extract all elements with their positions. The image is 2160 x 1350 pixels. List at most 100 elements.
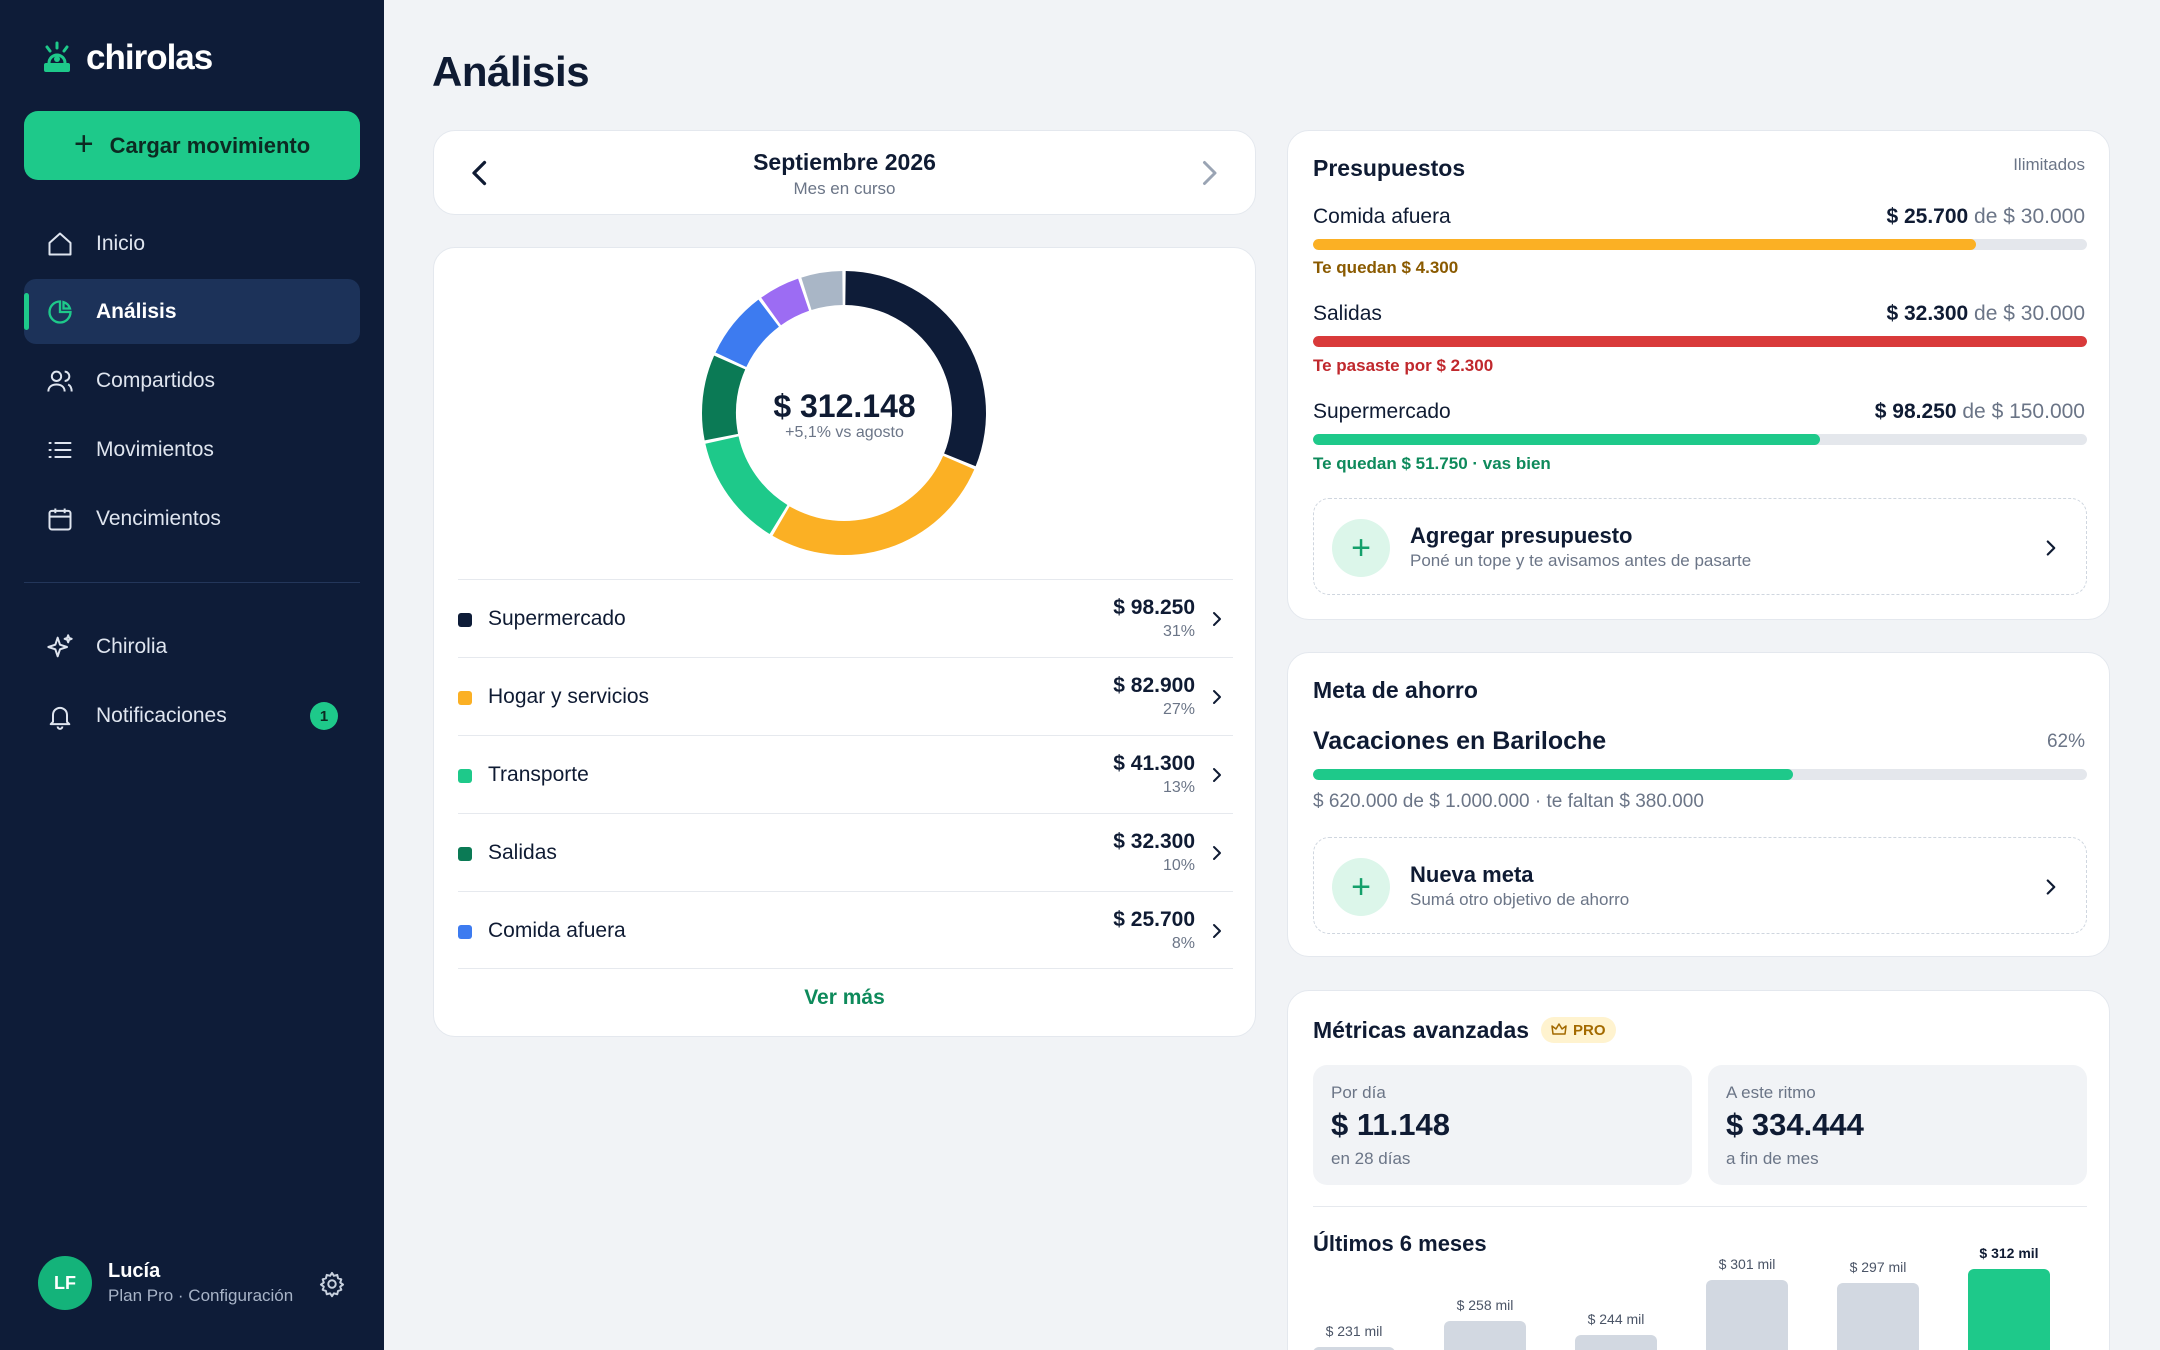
metric-subtitle: en 28 días bbox=[1331, 1149, 1411, 1168]
user-name: Lucía bbox=[108, 1260, 161, 1282]
month-bar-group: $ 258 mil bbox=[1444, 1291, 1526, 1350]
month-bar-group: $ 297 mil bbox=[1837, 1253, 1919, 1350]
month-selector: Septiembre 2026 Mes en curso bbox=[433, 130, 1256, 215]
budget-progress-bar bbox=[1313, 239, 2087, 250]
sidebar-divider bbox=[24, 582, 360, 583]
sidebar-item-label: Análisis bbox=[96, 299, 177, 323]
app-logo[interactable]: chirolas bbox=[42, 38, 213, 78]
chevron-left-icon[interactable] bbox=[462, 155, 498, 191]
sidebar: chirolas + Cargar movimiento Inicio Anál… bbox=[0, 0, 384, 1350]
sidebar-item-chirolia[interactable]: Chirolia bbox=[24, 614, 360, 679]
chevron-right-icon bbox=[1213, 846, 1221, 860]
see-more-link[interactable]: Ver más bbox=[804, 986, 885, 1009]
category-amount: $ 82.900 bbox=[1113, 674, 1195, 697]
bell-icon bbox=[49, 706, 71, 730]
new-goal-button[interactable]: + Nueva meta Sumá otro objetivo de ahorr… bbox=[1313, 837, 2087, 934]
user-plan: Plan Pro · Configuración bbox=[108, 1286, 294, 1305]
category-row[interactable]: Supermercado $ 98.250 31% bbox=[458, 579, 1233, 657]
month-bar-group: $ 231 mil bbox=[1313, 1317, 1395, 1350]
sidebar-item-vencimientos[interactable]: Vencimientos bbox=[24, 486, 360, 551]
goal-note: $ 620.000 de $ 1.000.000 · te faltan $ 3… bbox=[1313, 791, 1704, 812]
category-percent: 31% bbox=[1162, 623, 1195, 640]
month-bar[interactable] bbox=[1575, 1334, 1657, 1350]
budget-name: Salidas bbox=[1313, 302, 1382, 325]
chevron-right-icon[interactable] bbox=[1191, 155, 1227, 191]
sidebar-item-movimientos[interactable]: Movimientos bbox=[24, 417, 360, 482]
budget-name: Comida afuera bbox=[1313, 205, 1451, 228]
sidebar-item-compartidos[interactable]: Compartidos bbox=[24, 348, 360, 413]
budget-name: Supermercado bbox=[1313, 400, 1451, 423]
metric-value: $ 334.444 bbox=[1726, 1107, 1864, 1142]
budget-amount: $ 25.700 de $ 30.000 bbox=[1886, 205, 2085, 229]
budget-progress-fill bbox=[1313, 239, 1977, 250]
user-profile[interactable]: LF Lucía Plan Pro · Configuración bbox=[38, 1256, 293, 1310]
month-bar-label: $ 244 mil bbox=[1587, 1310, 1645, 1327]
month-bar-label: $ 297 mil bbox=[1849, 1259, 1907, 1276]
budget-spent: $ 32.300 bbox=[1886, 302, 1969, 325]
budget-of: de bbox=[1962, 400, 1986, 423]
metric-pace: A este ritmo $ 334.444 a fin de mes bbox=[1708, 1065, 2087, 1185]
add-budget-button[interactable]: + Agregar presupuesto Poné un tope y te … bbox=[1313, 498, 2087, 595]
budget-progress-bar bbox=[1313, 336, 2087, 347]
metric-label: Por día bbox=[1331, 1083, 1386, 1102]
gear-icon[interactable] bbox=[318, 1270, 346, 1298]
logo-icon bbox=[44, 41, 70, 72]
category-row[interactable]: Comida afuera $ 25.700 8% bbox=[458, 891, 1233, 969]
pro-badge: PRO bbox=[1541, 1017, 1616, 1043]
home-icon bbox=[48, 232, 72, 255]
new-goal-title: Nueva meta bbox=[1410, 862, 1534, 887]
month-bar[interactable] bbox=[1313, 1347, 1395, 1350]
donut-segment[interactable] bbox=[702, 355, 746, 441]
page-title: Análisis bbox=[432, 48, 590, 95]
donut-segment[interactable] bbox=[772, 455, 975, 555]
users-icon bbox=[47, 370, 73, 392]
sidebar-item-notificaciones[interactable]: Notificaciones 1 bbox=[24, 683, 360, 748]
category-color-dot bbox=[458, 925, 472, 939]
budgets-title: Presupuestos bbox=[1313, 155, 1466, 181]
donut-segment[interactable] bbox=[761, 278, 810, 326]
chevron-right-icon bbox=[1213, 768, 1221, 782]
budget-progress-fill bbox=[1313, 336, 2087, 347]
category-row[interactable]: Hogar y servicios $ 82.900 27% bbox=[458, 657, 1233, 735]
category-color-dot bbox=[458, 691, 472, 705]
category-color-dot bbox=[458, 769, 472, 783]
category-name: Supermercado bbox=[488, 607, 626, 630]
savings-goal-card: Meta de ahorro Vacaciones en Bariloche 6… bbox=[1287, 652, 2110, 957]
goal-card-title: Meta de ahorro bbox=[1313, 677, 1478, 703]
chevron-right-icon bbox=[2046, 879, 2056, 895]
donut-segment[interactable] bbox=[715, 299, 779, 367]
month-bar[interactable] bbox=[1444, 1321, 1526, 1350]
spending-total: $ 312.148 bbox=[773, 388, 916, 424]
metric-value: $ 11.148 bbox=[1331, 1107, 1450, 1142]
category-amount: $ 25.700 bbox=[1113, 908, 1195, 931]
donut-segment[interactable] bbox=[845, 271, 986, 467]
budget-note: Te pasaste por $ 2.300 bbox=[1313, 356, 1494, 375]
metrics-divider bbox=[1313, 1206, 2087, 1207]
donut-segment[interactable] bbox=[705, 436, 788, 534]
month-title: Septiembre 2026 bbox=[753, 149, 936, 175]
avatar: LF bbox=[38, 1256, 92, 1310]
sidebar-item-analisis[interactable]: Análisis bbox=[24, 279, 360, 344]
donut-segment[interactable] bbox=[801, 271, 843, 310]
month-bar[interactable] bbox=[1837, 1283, 1919, 1350]
crown-icon bbox=[1551, 1023, 1567, 1035]
month-subtitle: Mes en curso bbox=[793, 179, 896, 198]
goal-name: Vacaciones en Bariloche bbox=[1313, 727, 1607, 755]
month-bar-group: $ 244 mil bbox=[1575, 1305, 1657, 1350]
category-name: Transporte bbox=[488, 763, 589, 786]
budgets-card: Presupuestos Ilimitados Comida afuera $ … bbox=[1287, 130, 2110, 620]
calendar-icon bbox=[48, 508, 72, 530]
category-percent: 10% bbox=[1162, 857, 1195, 874]
chevron-right-icon bbox=[1213, 690, 1221, 704]
month-bar-label: $ 312 mil bbox=[1979, 1245, 2039, 1261]
plus-icon: + bbox=[73, 125, 94, 163]
goal-progress-bar bbox=[1313, 769, 2087, 780]
month-bar[interactable] bbox=[1706, 1279, 1788, 1350]
sidebar-item-label: Vencimientos bbox=[96, 506, 221, 530]
category-row[interactable]: Transporte $ 41.300 13% bbox=[458, 735, 1233, 813]
category-row[interactable]: Salidas $ 32.300 10% bbox=[458, 813, 1233, 891]
add-movement-button[interactable]: + Cargar movimiento bbox=[24, 111, 360, 180]
sidebar-item-inicio[interactable]: Inicio bbox=[24, 211, 360, 276]
sparkle-icon bbox=[47, 633, 73, 657]
month-bar[interactable] bbox=[1968, 1269, 2050, 1350]
